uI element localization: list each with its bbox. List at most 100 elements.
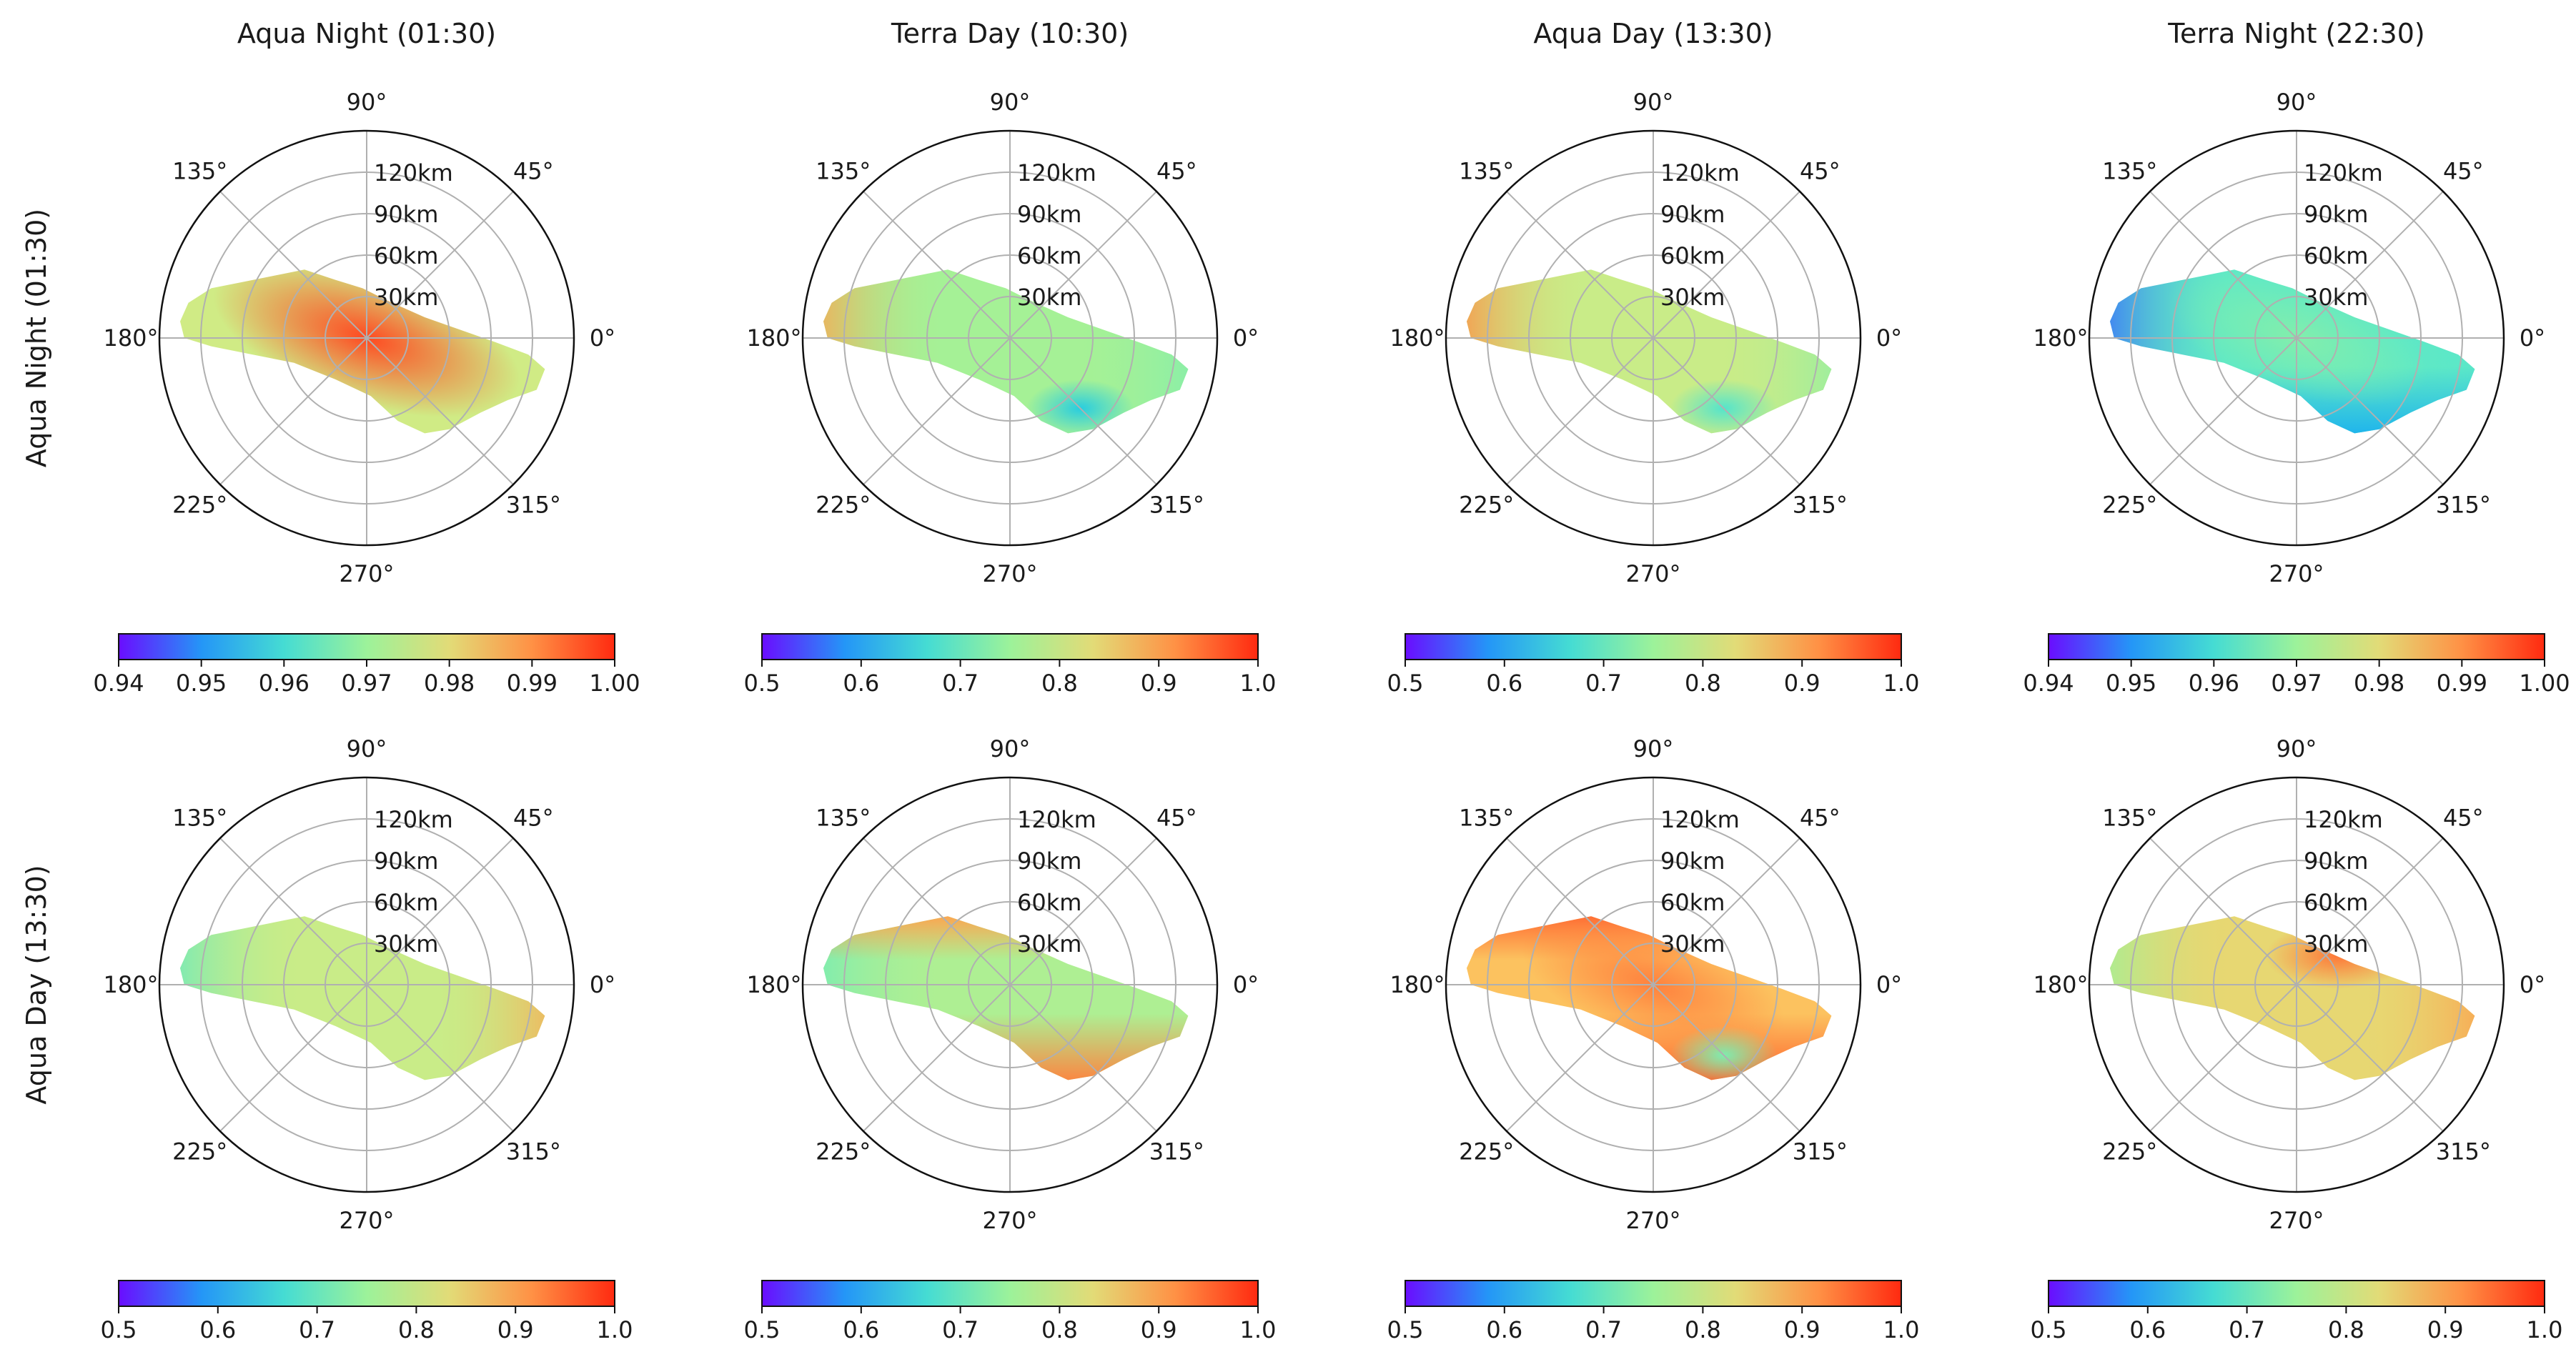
radial-tick-label: 120km — [1660, 159, 1740, 187]
angle-gridline-225 — [2149, 984, 2297, 1132]
angle-tick-label: 180° — [746, 971, 801, 998]
colorbar-1: 0.5 0.6 0.7 0.8 0.9 1.0 — [744, 633, 1277, 697]
colorbar-tick-label: 1.00 — [2519, 670, 2570, 697]
colorbar-tick-label: 0.9 — [1141, 670, 1177, 697]
colorbar-gradient — [118, 633, 615, 660]
colorbar-tick-label: 1.0 — [1883, 670, 1920, 697]
radial-tick-label: 120km — [1660, 806, 1740, 833]
column-title-aqua-night: Aqua Night (01:30) — [237, 18, 496, 49]
angle-tick-label: 0° — [1233, 324, 1259, 352]
angle-tick-label: 0° — [590, 324, 615, 352]
colorbar-tick-label: 0.8 — [2328, 1316, 2364, 1343]
angle-tick-label: 45° — [1800, 158, 1841, 185]
polar-frame — [2088, 776, 2505, 1193]
colorbar-gradient — [118, 1280, 615, 1307]
angle-tick-label: 315° — [1149, 1138, 1204, 1165]
angle-tick-label: 0° — [1233, 971, 1259, 998]
colorbar-tick-label: 1.0 — [1240, 670, 1277, 697]
colorbar-0: 0.94 0.95 0.96 0.97 0.98 0.99 1.00 — [93, 633, 640, 697]
colorbar-gradient — [761, 1280, 1259, 1307]
colorbar-tick-label: 1.00 — [589, 670, 640, 697]
colorbar-4: 0.5 0.6 0.7 0.8 0.9 1.0 — [101, 1280, 633, 1343]
colorbar-tick-label: 0.5 — [744, 670, 781, 697]
angle-tick-label: 135° — [2102, 158, 2157, 185]
angle-gridline-225 — [2149, 337, 2297, 485]
colorbar-tick-label: 0.9 — [497, 1316, 534, 1343]
polar-frame — [2088, 129, 2505, 547]
angle-tick-label: 225° — [2102, 491, 2157, 518]
angle-tick-label: 45° — [1800, 805, 1841, 832]
angle-gridline-315 — [366, 984, 514, 1132]
radial-tick-label: 30km — [2304, 930, 2368, 958]
column-title-aqua-day: Aqua Day (13:30) — [1533, 18, 1773, 49]
colorbar-tick-label: 0.6 — [1486, 1316, 1522, 1343]
angle-tick-label: 0° — [2520, 971, 2545, 998]
angle-tick-label: 0° — [2520, 324, 2545, 352]
radial-tick-label: 120km — [1017, 159, 1096, 187]
angle-tick-label: 90° — [347, 89, 387, 116]
angle-tick-label: 90° — [1633, 735, 1674, 762]
colorbar-3: 0.94 0.95 0.96 0.97 0.98 0.99 1.00 — [2023, 633, 2570, 697]
colorbar-tick-label: 0.98 — [2354, 670, 2404, 697]
radial-tick-label: 90km — [2304, 847, 2368, 875]
colorbar-tick-label: 0.6 — [199, 1316, 236, 1343]
column-title-terra-night: Terra Night (22:30) — [2167, 18, 2424, 49]
colorbar-tick-label: 0.95 — [2106, 670, 2156, 697]
radial-tick-label: 60km — [374, 889, 438, 916]
angle-tick-label: 45° — [1156, 158, 1197, 185]
radial-tick-label: 90km — [374, 201, 438, 228]
radial-tick-label: 90km — [374, 847, 438, 875]
polar-panel-0: 30km 60km 90km 120km 0° 45° 90° 135° 180° 225° 270… — [103, 89, 615, 587]
colorbar-gradient — [1405, 1280, 1902, 1307]
colorbar-tick-label: 1.0 — [1240, 1316, 1277, 1343]
angle-tick-label: 270° — [1625, 560, 1680, 587]
colorbar-tick-label: 0.99 — [507, 670, 558, 697]
angle-gridline-45 — [366, 837, 514, 985]
radial-tick-label: 30km — [1660, 930, 1725, 958]
radial-tick-label: 120km — [1017, 806, 1096, 833]
angle-tick-label: 315° — [1149, 491, 1204, 518]
angle-gridline-315 — [1653, 984, 1800, 1132]
colorbar-tick-label: 0.99 — [2437, 670, 2487, 697]
angle-tick-label: 225° — [816, 1138, 871, 1165]
angle-tick-label: 180° — [103, 324, 158, 352]
row-label-aqua-night: Aqua Night (01:30) — [21, 209, 52, 467]
radial-tick-label: 90km — [1017, 847, 1081, 875]
polar-frame — [801, 776, 1219, 1193]
colorbar-tick-label: 0.96 — [2189, 670, 2239, 697]
colorbar-tick-label: 0.8 — [1041, 670, 1078, 697]
angle-tick-label: 90° — [1633, 89, 1674, 116]
angle-tick-label: 270° — [2269, 1207, 2324, 1234]
angle-tick-label: 135° — [172, 805, 227, 832]
colorbar-tick-label: 0.8 — [1685, 670, 1721, 697]
colorbar-2: 0.5 0.6 0.7 0.8 0.9 1.0 — [1387, 633, 1920, 697]
polar-frame — [158, 776, 575, 1193]
colorbar-tick-label: 0.6 — [843, 1316, 879, 1343]
angle-tick-label: 315° — [506, 491, 561, 518]
radial-tick-label: 90km — [1017, 201, 1081, 228]
colorbar-tick-label: 0.98 — [424, 670, 475, 697]
angle-gridline-315 — [366, 337, 514, 485]
radial-tick-label: 60km — [2304, 242, 2368, 269]
colorbar-tick-label: 0.6 — [1486, 670, 1522, 697]
colorbar-tick-label: 0.95 — [176, 670, 227, 697]
radial-tick-label: 60km — [2304, 889, 2368, 916]
colorbar-tick-label: 0.94 — [93, 670, 144, 697]
angle-gridline-225 — [219, 984, 367, 1132]
polar-frame — [1445, 776, 1862, 1193]
angle-tick-label: 315° — [1793, 1138, 1848, 1165]
angle-gridline-225 — [1506, 337, 1654, 485]
angle-tick-label: 270° — [339, 1207, 394, 1234]
angle-tick-label: 315° — [506, 1138, 561, 1165]
radial-tick-label: 30km — [374, 284, 438, 311]
radial-tick-label: 120km — [374, 806, 453, 833]
colorbar-tick-label: 0.9 — [1141, 1316, 1177, 1343]
angle-gridline-45 — [2296, 837, 2444, 985]
polar-frame — [801, 129, 1219, 547]
colorbar-tick-label: 1.0 — [597, 1316, 633, 1343]
colorbar-tick-label: 0.97 — [2271, 670, 2322, 697]
angle-gridline-315 — [2296, 337, 2444, 485]
angle-tick-label: 180° — [1389, 324, 1445, 352]
